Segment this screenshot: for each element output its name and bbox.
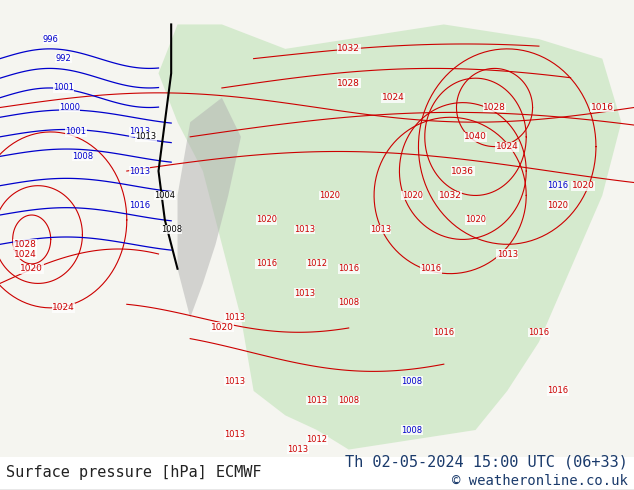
Text: 1036: 1036: [451, 167, 474, 175]
Text: 1013: 1013: [306, 396, 328, 405]
Text: 1020: 1020: [572, 181, 595, 190]
Text: 996: 996: [42, 35, 59, 44]
Text: 1013: 1013: [224, 377, 245, 386]
Text: 1012: 1012: [306, 435, 328, 444]
Text: 1020: 1020: [210, 323, 233, 332]
Text: 1020: 1020: [20, 264, 43, 273]
Text: 1001: 1001: [65, 127, 87, 136]
Text: 1001: 1001: [53, 83, 74, 93]
Text: 1032: 1032: [337, 45, 360, 53]
Text: 1013: 1013: [294, 289, 315, 298]
Text: 1008: 1008: [401, 377, 423, 386]
Text: 1020: 1020: [256, 216, 277, 224]
Text: 1016: 1016: [420, 264, 442, 273]
Text: Surface pressure [hPa] ECMWF: Surface pressure [hPa] ECMWF: [6, 465, 262, 480]
Text: 1000: 1000: [59, 103, 81, 112]
Text: 1016: 1016: [547, 181, 569, 190]
Text: Th 02-05-2024 15:00 UTC (06+33): Th 02-05-2024 15:00 UTC (06+33): [345, 454, 628, 469]
Text: 1013: 1013: [287, 445, 309, 454]
Text: 1016: 1016: [338, 264, 359, 273]
Bar: [0, 457, 634, 489]
Text: 1004: 1004: [154, 191, 176, 200]
Text: 1013: 1013: [224, 430, 245, 440]
Text: 1008: 1008: [401, 425, 423, 435]
Text: 1016: 1016: [591, 103, 614, 112]
Text: 1016: 1016: [256, 259, 277, 269]
Text: 1016: 1016: [528, 328, 550, 337]
Text: 1016: 1016: [129, 201, 150, 210]
Polygon shape: [158, 24, 621, 449]
Text: 1016: 1016: [433, 328, 455, 337]
Text: 1008: 1008: [160, 225, 182, 234]
Text: 1013: 1013: [370, 225, 391, 234]
Text: 1024: 1024: [52, 303, 75, 312]
Text: 1032: 1032: [439, 191, 462, 200]
Text: 1016: 1016: [547, 387, 569, 395]
Text: 1024: 1024: [14, 249, 37, 259]
Text: 1013: 1013: [135, 132, 157, 141]
Text: 1008: 1008: [72, 152, 93, 161]
Text: 1024: 1024: [496, 142, 519, 151]
Text: 1008: 1008: [338, 396, 359, 405]
Text: 1028: 1028: [337, 78, 360, 88]
Text: 1013: 1013: [129, 127, 150, 136]
Text: 1020: 1020: [465, 216, 486, 224]
Text: 1028: 1028: [14, 240, 37, 249]
Text: 1024: 1024: [382, 93, 404, 102]
Text: 1040: 1040: [464, 132, 487, 141]
Text: 1020: 1020: [401, 191, 423, 200]
Text: 1013: 1013: [496, 249, 518, 259]
Text: 1013: 1013: [294, 225, 315, 234]
Text: 1028: 1028: [483, 103, 506, 112]
Text: 1020: 1020: [319, 191, 340, 200]
Polygon shape: [178, 98, 241, 318]
Text: 992: 992: [56, 54, 71, 63]
Text: 1013: 1013: [129, 167, 150, 175]
Text: 1008: 1008: [338, 298, 359, 307]
Text: © weatheronline.co.uk: © weatheronline.co.uk: [452, 474, 628, 489]
Text: 1012: 1012: [306, 259, 328, 269]
Text: 1020: 1020: [547, 201, 569, 210]
Text: 1013: 1013: [224, 313, 245, 322]
